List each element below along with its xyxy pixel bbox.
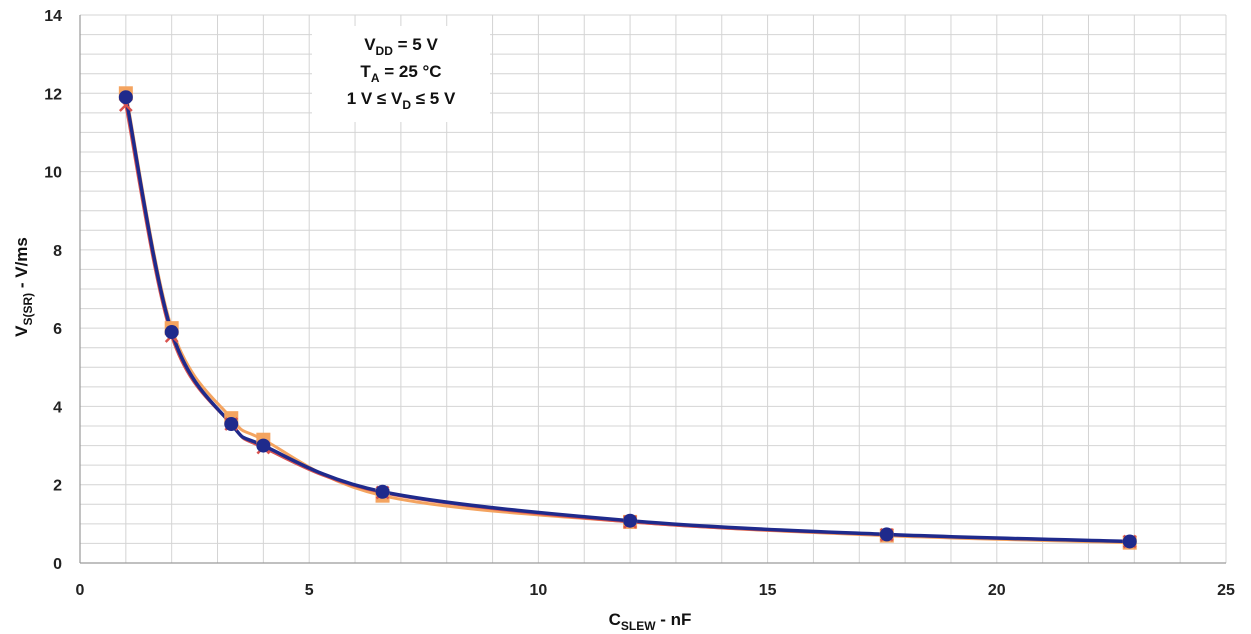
series-lines bbox=[124, 92, 1130, 545]
y-tick-label: 12 bbox=[44, 86, 62, 103]
x-tick-label: 25 bbox=[1217, 582, 1235, 599]
y-tick-label: 6 bbox=[53, 321, 62, 338]
series-line-square bbox=[124, 92, 1130, 545]
axes bbox=[79, 15, 1226, 564]
x-tick-label: 20 bbox=[988, 582, 1006, 599]
series-line-x bbox=[124, 104, 1130, 543]
x-axis-title: CSLEW - nF bbox=[609, 610, 692, 633]
y-tick-label: 0 bbox=[53, 556, 62, 573]
y-tick-label: 2 bbox=[53, 478, 62, 495]
y-tick-label: 8 bbox=[53, 243, 62, 260]
annotation-ta: TA = 25 °C bbox=[360, 62, 441, 85]
tick-labels: 0 5 10 15 20 25 0 2 4 6 8 10 12 14 bbox=[44, 8, 1235, 599]
conditions-annotation: VDD = 5 V TA = 25 °C 1 V ≤ VD ≤ 5 V bbox=[312, 26, 490, 122]
y-axis-title: VS(SR) - V/ms bbox=[12, 237, 35, 337]
data-point-circle bbox=[879, 527, 894, 542]
data-point-circle bbox=[224, 417, 239, 432]
series-line-circle bbox=[124, 96, 1130, 544]
data-point-circle bbox=[1122, 534, 1137, 549]
data-markers bbox=[118, 86, 1137, 550]
data-point-circle bbox=[118, 90, 133, 105]
annotation-vd-range: 1 V ≤ VD ≤ 5 V bbox=[347, 89, 456, 112]
x-tick-label: 0 bbox=[76, 582, 85, 599]
data-point-circle bbox=[164, 325, 179, 340]
y-tick-label: 4 bbox=[53, 399, 62, 416]
annotation-box bbox=[312, 26, 490, 122]
x-tick-label: 10 bbox=[530, 582, 548, 599]
y-tick-label: 14 bbox=[44, 8, 62, 25]
x-tick-label: 15 bbox=[759, 582, 777, 599]
annotation-vdd: VDD = 5 V bbox=[364, 35, 438, 58]
y-tick-label: 10 bbox=[44, 165, 62, 182]
grid-lines bbox=[79, 14, 1227, 564]
data-point-circle bbox=[256, 438, 271, 453]
x-tick-label: 5 bbox=[305, 582, 314, 599]
data-point-circle bbox=[375, 484, 390, 499]
data-point-circle bbox=[623, 513, 638, 528]
